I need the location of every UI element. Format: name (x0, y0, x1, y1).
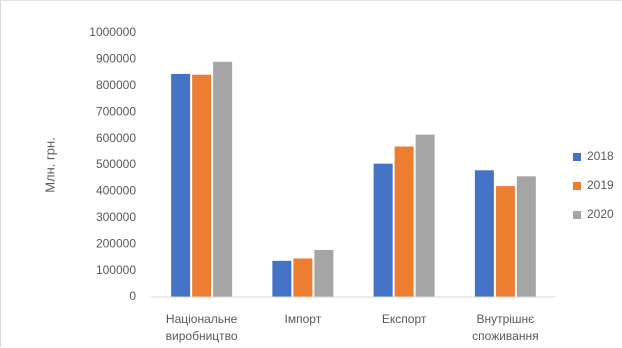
y-tick-label: 200000 (96, 236, 136, 250)
x-category-label: споживання (472, 329, 538, 343)
legend-swatch-2018 (573, 153, 581, 161)
x-category-label: Імпорт (285, 312, 322, 326)
bar-2020-1 (314, 250, 333, 297)
y-tick-label: 900000 (96, 52, 136, 66)
bar-2018-1 (272, 261, 291, 297)
bar-2020-2 (416, 135, 435, 297)
y-tick-label: 600000 (96, 131, 136, 145)
bar-2018-2 (374, 164, 393, 297)
bar-2019-1 (293, 258, 312, 297)
x-category-label: Національне (166, 312, 238, 326)
legend-swatch-2019 (573, 182, 581, 190)
y-axis-ticks: 0 100000 200000 300000 400000 500000 600000 700… (89, 25, 136, 303)
legend: 2018 2019 2020 (573, 149, 614, 221)
y-tick-label: 100000 (96, 263, 136, 277)
bar-2020-3 (517, 176, 536, 297)
y-tick-label: 700000 (96, 104, 136, 118)
legend-label-2018: 2018 (587, 149, 614, 163)
x-category-label: Внутрішнє (476, 312, 534, 326)
bar-2018-3 (475, 170, 494, 297)
x-axis-labels: Національне виробництво Імпорт Експорт Внутр… (166, 312, 539, 343)
legend-label-2019: 2019 (587, 178, 614, 192)
legend-swatch-2020 (573, 211, 581, 219)
legend-label-2020: 2020 (587, 207, 614, 221)
y-tick-label: 500000 (96, 157, 136, 171)
x-category-label: Експорт (382, 312, 427, 326)
bar-2019-2 (395, 147, 414, 297)
y-tick-label: 0 (129, 289, 136, 303)
y-tick-label: 400000 (96, 184, 136, 198)
y-tick-label: 800000 (96, 78, 136, 92)
bar-2020-0 (213, 62, 232, 297)
y-axis-title: Млн. грн. (42, 137, 57, 193)
bars (171, 62, 536, 297)
bar-2019-0 (192, 75, 211, 297)
y-tick-label: 1000000 (89, 25, 136, 39)
x-category-label: виробництво (166, 329, 238, 343)
bar-2019-3 (496, 186, 515, 297)
bar-2018-0 (171, 74, 190, 297)
y-tick-label: 300000 (96, 210, 136, 224)
